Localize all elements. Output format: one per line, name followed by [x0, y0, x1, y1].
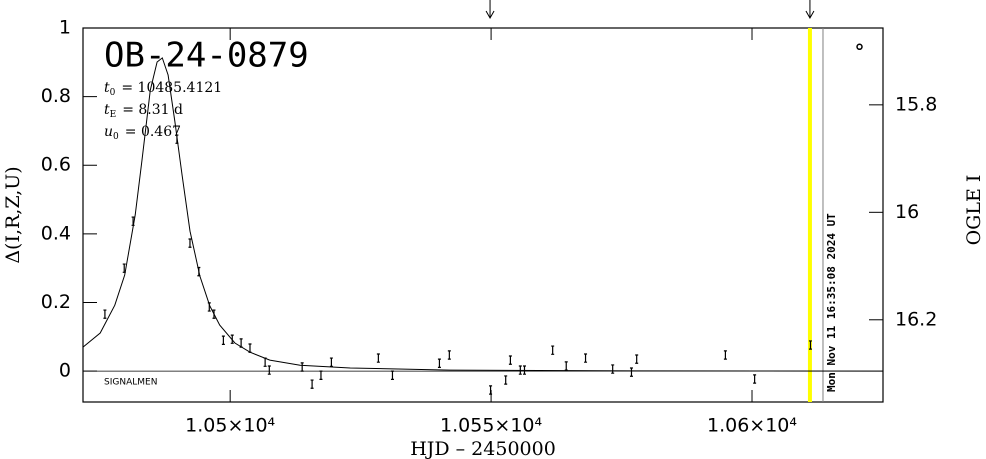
error-bar: [197, 266, 201, 277]
param-text: = 10485.4121: [121, 80, 222, 96]
x-tick-label: 1.055×10⁴: [440, 415, 542, 437]
error-bar: [564, 361, 568, 371]
error-bar: [808, 340, 812, 350]
y2-tick-label: 15.8: [895, 93, 937, 115]
model-curve: [82, 57, 884, 372]
error-bar: [635, 354, 639, 364]
error-bar: [207, 302, 211, 312]
error-bar: [239, 338, 243, 348]
arrow: [805, 0, 815, 20]
error-bar: [551, 345, 555, 355]
error-bar: [390, 370, 394, 380]
x-axis-label: HJD – 2450000: [410, 438, 556, 459]
error-bar: [131, 216, 135, 226]
error-bar: [248, 343, 252, 353]
error-bar: [437, 358, 441, 368]
error-bar: [723, 350, 727, 360]
y2-tick-label: 16: [895, 201, 919, 223]
chart-title: OB-24-0879: [104, 36, 309, 76]
timestamp: Mon Nov 11 16:35:08 2024 UT: [825, 213, 838, 392]
param-sub: 0: [110, 88, 116, 98]
y2-tick-label: 16.2: [895, 308, 937, 330]
error-bar: [221, 335, 225, 345]
error-bar: [508, 355, 512, 365]
error-bar: [611, 364, 615, 374]
y-tick-label: 0.8: [41, 85, 71, 107]
ogle-point: [856, 43, 863, 51]
y-tick-label: 1: [59, 17, 71, 39]
error-bar: [504, 375, 508, 385]
note: SIGNALMEN: [104, 378, 157, 388]
y-tick-label: 0: [59, 360, 71, 382]
param-text: = 8.31 d: [122, 102, 183, 118]
error-bar: [376, 353, 380, 363]
error-bar: [300, 362, 304, 372]
y2-axis-label: OGLE I: [963, 175, 985, 246]
x-tick-label: 1.05×10⁴: [185, 415, 275, 437]
error-bar: [329, 357, 333, 367]
error-bar: [310, 379, 314, 389]
param-text: = 0.467: [125, 124, 181, 140]
param-symbol: u: [104, 124, 113, 140]
error-bar: [188, 238, 192, 248]
error-bar: [230, 334, 234, 344]
error-bar: [319, 370, 323, 380]
param: t0 = 10485.4121: [104, 80, 222, 98]
error-bar: [263, 357, 267, 367]
error-bar: [629, 367, 633, 377]
param-symbol: t: [104, 102, 110, 118]
param-symbol: t: [104, 80, 110, 96]
error-bar: [212, 309, 216, 319]
error-bar: [175, 134, 179, 144]
y-axis-label: Δ(I,R,Z,U): [2, 166, 24, 263]
param: tE = 8.31 d: [104, 102, 183, 120]
y-tick-label: 0.4: [41, 222, 71, 244]
error-bar: [489, 385, 493, 395]
error-bar: [447, 350, 451, 360]
error-bar: [522, 365, 526, 375]
y-tick-label: 0.6: [41, 154, 71, 176]
param: u0 = 0.467: [104, 124, 181, 142]
param-sub: E: [110, 110, 117, 120]
x-tick-label: 1.06×10⁴: [707, 415, 797, 437]
plot-frame: [82, 27, 884, 403]
arrow: [485, 0, 495, 20]
error-bar: [753, 374, 757, 384]
error-bar: [267, 365, 271, 375]
error-bar: [122, 263, 126, 273]
error-bar: [584, 353, 588, 363]
y-tick-label: 0.2: [41, 291, 71, 313]
error-bar: [103, 309, 107, 319]
error-bar: [518, 365, 522, 375]
param-sub: 0: [113, 132, 119, 142]
